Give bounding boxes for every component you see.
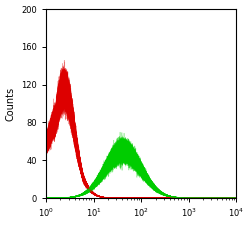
Y-axis label: Counts: Counts — [6, 86, 16, 121]
